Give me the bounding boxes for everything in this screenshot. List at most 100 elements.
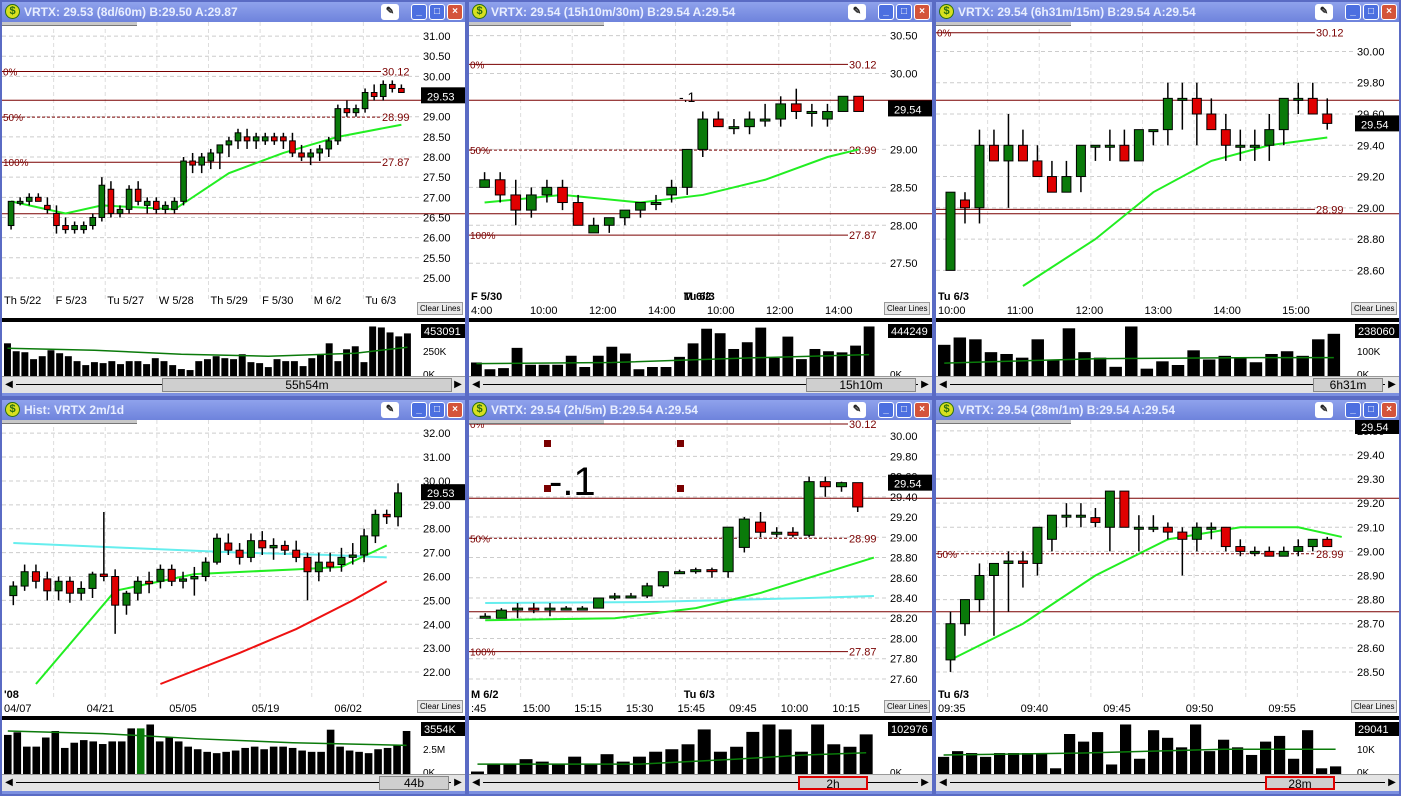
clear-lines-button[interactable]: Clear Lines [417, 700, 464, 713]
chart-window-w4[interactable]: $ Hist: VRTX 2m/1d ✎ _ □ × 32.00 31.00 30.00 29.0… [0, 398, 467, 796]
chart-toolbar[interactable] [469, 22, 604, 26]
maximize-button[interactable]: □ [1363, 4, 1379, 20]
chart-toolbar[interactable] [469, 420, 604, 424]
y-axis-tick: 29.00 [890, 144, 918, 156]
draw-tool-icon[interactable]: ✎ [848, 402, 866, 418]
window-titlebar[interactable]: $ VRTX: 29.54 (15h10m/30m) B:29.54 A:29.5… [469, 2, 932, 22]
draw-tool-icon[interactable]: ✎ [1315, 402, 1333, 418]
minimize-button[interactable]: _ [411, 4, 427, 20]
scroll-left-arrow[interactable]: ◀ [5, 379, 13, 390]
volume-bar [134, 361, 142, 376]
clear-lines-button[interactable]: Clear Lines [884, 302, 931, 315]
window-titlebar[interactable]: $ VRTX: 29.53 (8d/60m) B:29.50 A:29.87 ✎ _ □… [2, 2, 465, 22]
maximize-button[interactable]: □ [429, 4, 445, 20]
close-button[interactable]: × [447, 402, 463, 418]
chart-window-w5[interactable]: $ VRTX: 29.54 (2h/5m) B:29.54 A:29.54 ✎ _ □ ×… [467, 398, 934, 796]
close-button[interactable]: × [1381, 4, 1397, 20]
price-plot[interactable]: 31.00 30.50 30.00 29.00 28.50 28.00 27.50 27.00… [2, 22, 465, 318]
volume-chart: 50K0K102976 [471, 722, 932, 779]
minimize-button[interactable]: _ [1345, 402, 1361, 418]
candle [988, 562, 999, 576]
clear-lines-button[interactable]: Clear Lines [1351, 302, 1398, 315]
x-axis-tick: Tu 6/3 [365, 295, 396, 307]
scroll-right-arrow[interactable]: ▶ [454, 777, 462, 788]
candle [526, 194, 537, 211]
scroll-track[interactable] [950, 782, 1385, 783]
scroll-thumb[interactable]: 55h54m [162, 378, 452, 392]
scroll-thumb[interactable]: 2h [798, 776, 868, 790]
chart-window-w6[interactable]: $ VRTX: 29.54 (28m/1m) B:29.54 A:29.54 ✎ _ □… [934, 398, 1401, 796]
minimize-button[interactable]: _ [878, 4, 894, 20]
maximize-button[interactable]: □ [896, 402, 912, 418]
candle [803, 481, 815, 536]
candle [225, 140, 233, 146]
scroll-track[interactable] [950, 384, 1385, 385]
volume-bar [741, 342, 753, 376]
chart-toolbar[interactable] [2, 420, 137, 424]
scroll-thumb[interactable]: 15h10m [806, 378, 916, 392]
window-titlebar[interactable]: $ VRTX: 29.54 (2h/5m) B:29.54 A:29.54 ✎ _ □ × [469, 400, 932, 420]
time-scrollbar[interactable]: ◀ 2h ▶ [469, 774, 932, 791]
scroll-left-arrow[interactable]: ◀ [939, 379, 947, 390]
clear-lines-button[interactable]: Clear Lines [1351, 700, 1398, 713]
scroll-left-arrow[interactable]: ◀ [472, 777, 480, 788]
candle [1119, 490, 1130, 528]
price-plot[interactable]: 29.5029.4029.3029.2029.1029.0028.9028.80… [936, 418, 1399, 716]
price-plot[interactable]: 30.50 30.00 29.00 28.50 28.00 27.50 0% 30.12 50%… [469, 22, 932, 318]
time-scrollbar[interactable]: ◀ 55h54m ▶ [2, 376, 465, 393]
clear-lines-button[interactable]: Clear Lines [417, 302, 464, 315]
time-scrollbar[interactable]: ◀ 15h10m ▶ [469, 376, 932, 393]
window-titlebar[interactable]: $ VRTX: 29.54 (28m/1m) B:29.54 A:29.54 ✎ _ □… [936, 400, 1399, 420]
maximize-button[interactable]: □ [896, 4, 912, 20]
close-button[interactable]: × [914, 4, 930, 20]
minimize-button[interactable]: _ [411, 402, 427, 418]
chart-toolbar[interactable] [936, 420, 1071, 424]
candle [252, 136, 260, 142]
draw-tool-icon[interactable]: ✎ [1315, 4, 1333, 20]
close-button[interactable]: × [1381, 402, 1397, 418]
maximize-button[interactable]: □ [1363, 402, 1379, 418]
scroll-right-arrow[interactable]: ▶ [921, 777, 929, 788]
volume-bar [307, 751, 316, 774]
chart-window-w2[interactable]: $ VRTX: 29.54 (15h10m/30m) B:29.54 A:29.5… [467, 0, 934, 398]
window-titlebar[interactable]: $ Hist: VRTX 2m/1d ✎ _ □ × [2, 400, 465, 420]
candle [261, 136, 269, 142]
fib-value-label: 28.99 [849, 533, 877, 545]
scroll-thumb[interactable]: 6h31m [1313, 378, 1383, 392]
time-scrollbar[interactable]: ◀ 44b ▶ [2, 774, 465, 791]
time-scrollbar[interactable]: ◀ 28m ▶ [936, 774, 1399, 791]
scroll-left-arrow[interactable]: ◀ [939, 777, 947, 788]
scroll-track[interactable] [483, 782, 918, 783]
scroll-right-arrow[interactable]: ▶ [1388, 379, 1396, 390]
scroll-left-arrow[interactable]: ◀ [5, 777, 13, 788]
maximize-button[interactable]: □ [429, 402, 445, 418]
minimize-button[interactable]: _ [878, 402, 894, 418]
scroll-track[interactable] [483, 384, 918, 385]
draw-tool-icon[interactable]: ✎ [381, 4, 399, 20]
window-titlebar[interactable]: $ VRTX: 29.54 (6h31m/15m) B:29.54 A:29.54… [936, 2, 1399, 22]
time-scrollbar[interactable]: ◀ 6h31m ▶ [936, 376, 1399, 393]
scroll-thumb[interactable]: 44b [379, 776, 449, 790]
chart-toolbar[interactable] [936, 22, 1071, 26]
scroll-right-arrow[interactable]: ▶ [921, 379, 929, 390]
price-plot[interactable]: 30.0029.8029.6029.4029.2029.0028.8028.60… [469, 419, 932, 716]
scroll-thumb[interactable]: 28m [1265, 776, 1335, 790]
chart-window-w1[interactable]: $ VRTX: 29.53 (8d/60m) B:29.50 A:29.87 ✎ _ □… [0, 0, 467, 398]
draw-tool-icon[interactable]: ✎ [381, 402, 399, 418]
chart-toolbar[interactable] [2, 22, 137, 26]
chart-window-w3[interactable]: $ VRTX: 29.54 (6h31m/15m) B:29.54 A:29.54… [934, 0, 1401, 398]
y-axis-tick: 29.10 [1357, 522, 1385, 534]
scroll-right-arrow[interactable]: ▶ [1388, 777, 1396, 788]
close-button[interactable]: × [447, 4, 463, 20]
scroll-right-arrow[interactable]: ▶ [454, 379, 462, 390]
candle [835, 482, 848, 488]
draw-tool-icon[interactable]: ✎ [848, 4, 866, 20]
x-axis-tick: 10:00 [781, 703, 809, 715]
scroll-track[interactable] [16, 782, 451, 783]
clear-lines-button[interactable]: Clear Lines [884, 700, 931, 713]
close-button[interactable]: × [914, 402, 930, 418]
scroll-left-arrow[interactable]: ◀ [472, 379, 480, 390]
minimize-button[interactable]: _ [1345, 4, 1361, 20]
price-plot[interactable]: 32.00 31.00 30.00 29.00 28.00 27.00 26.00 25.00… [2, 420, 465, 716]
